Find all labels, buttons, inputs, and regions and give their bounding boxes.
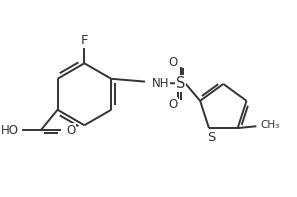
Text: O: O — [168, 98, 178, 111]
Text: HO: HO — [1, 124, 19, 137]
Text: S: S — [207, 131, 215, 144]
Text: CH₃: CH₃ — [260, 120, 279, 130]
Text: O: O — [168, 56, 178, 69]
Text: NH: NH — [151, 77, 169, 90]
Text: S: S — [176, 76, 185, 91]
Text: O: O — [66, 124, 75, 137]
Text: F: F — [80, 34, 88, 47]
